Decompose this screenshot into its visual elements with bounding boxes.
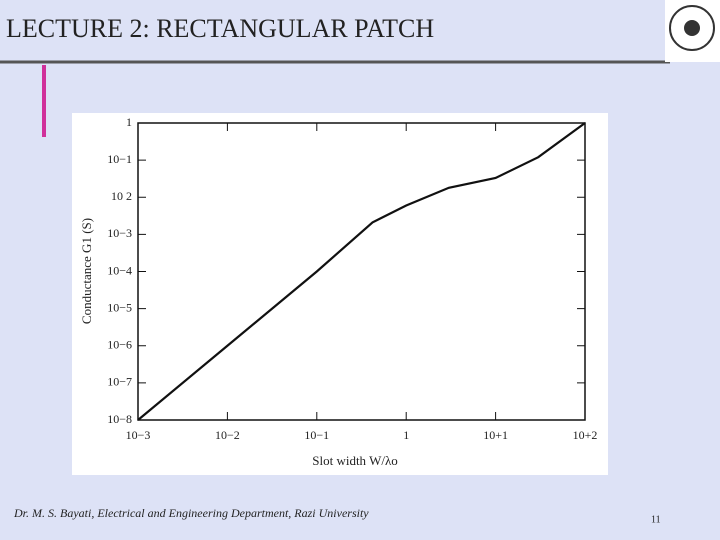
logo-center	[684, 20, 700, 36]
y-tick-label: 10−6	[107, 338, 132, 352]
data-line	[137, 122, 586, 421]
y-tick-label: 10−8	[107, 412, 132, 426]
y-tick-label: 10−3	[107, 226, 132, 240]
footer-text: Dr. M. S. Bayati, Electrical and Enginee…	[13, 506, 369, 520]
x-axis-label: Slot width W/λo	[312, 453, 398, 468]
x-tick-label: 10+2	[573, 428, 598, 442]
x-tick-label: 10−2	[215, 428, 240, 442]
x-tick-label: 10−1	[304, 428, 329, 442]
y-tick-label: 10−4	[107, 263, 132, 277]
y-axis-label: Conductance G1 (S)	[79, 218, 94, 324]
logo	[665, 0, 720, 62]
page-number: 11	[651, 514, 661, 525]
y-tick-label: 10−7	[107, 375, 132, 389]
chart-area	[72, 113, 608, 475]
x-tick-label: 10+1	[483, 428, 508, 442]
y-tick-label: 10−1	[107, 152, 132, 166]
accent-bar	[42, 65, 46, 137]
x-tick-label: 10−3	[126, 428, 151, 442]
y-tick-label: 10 2	[111, 189, 132, 203]
logo-ring	[669, 5, 715, 51]
x-tick-label: 1	[403, 428, 409, 442]
y-tick-label: 10−5	[107, 300, 132, 314]
slide-title: LECTURE 2: RECTANGULAR PATCH	[6, 14, 434, 43]
y-tick-label: 1	[126, 115, 132, 129]
